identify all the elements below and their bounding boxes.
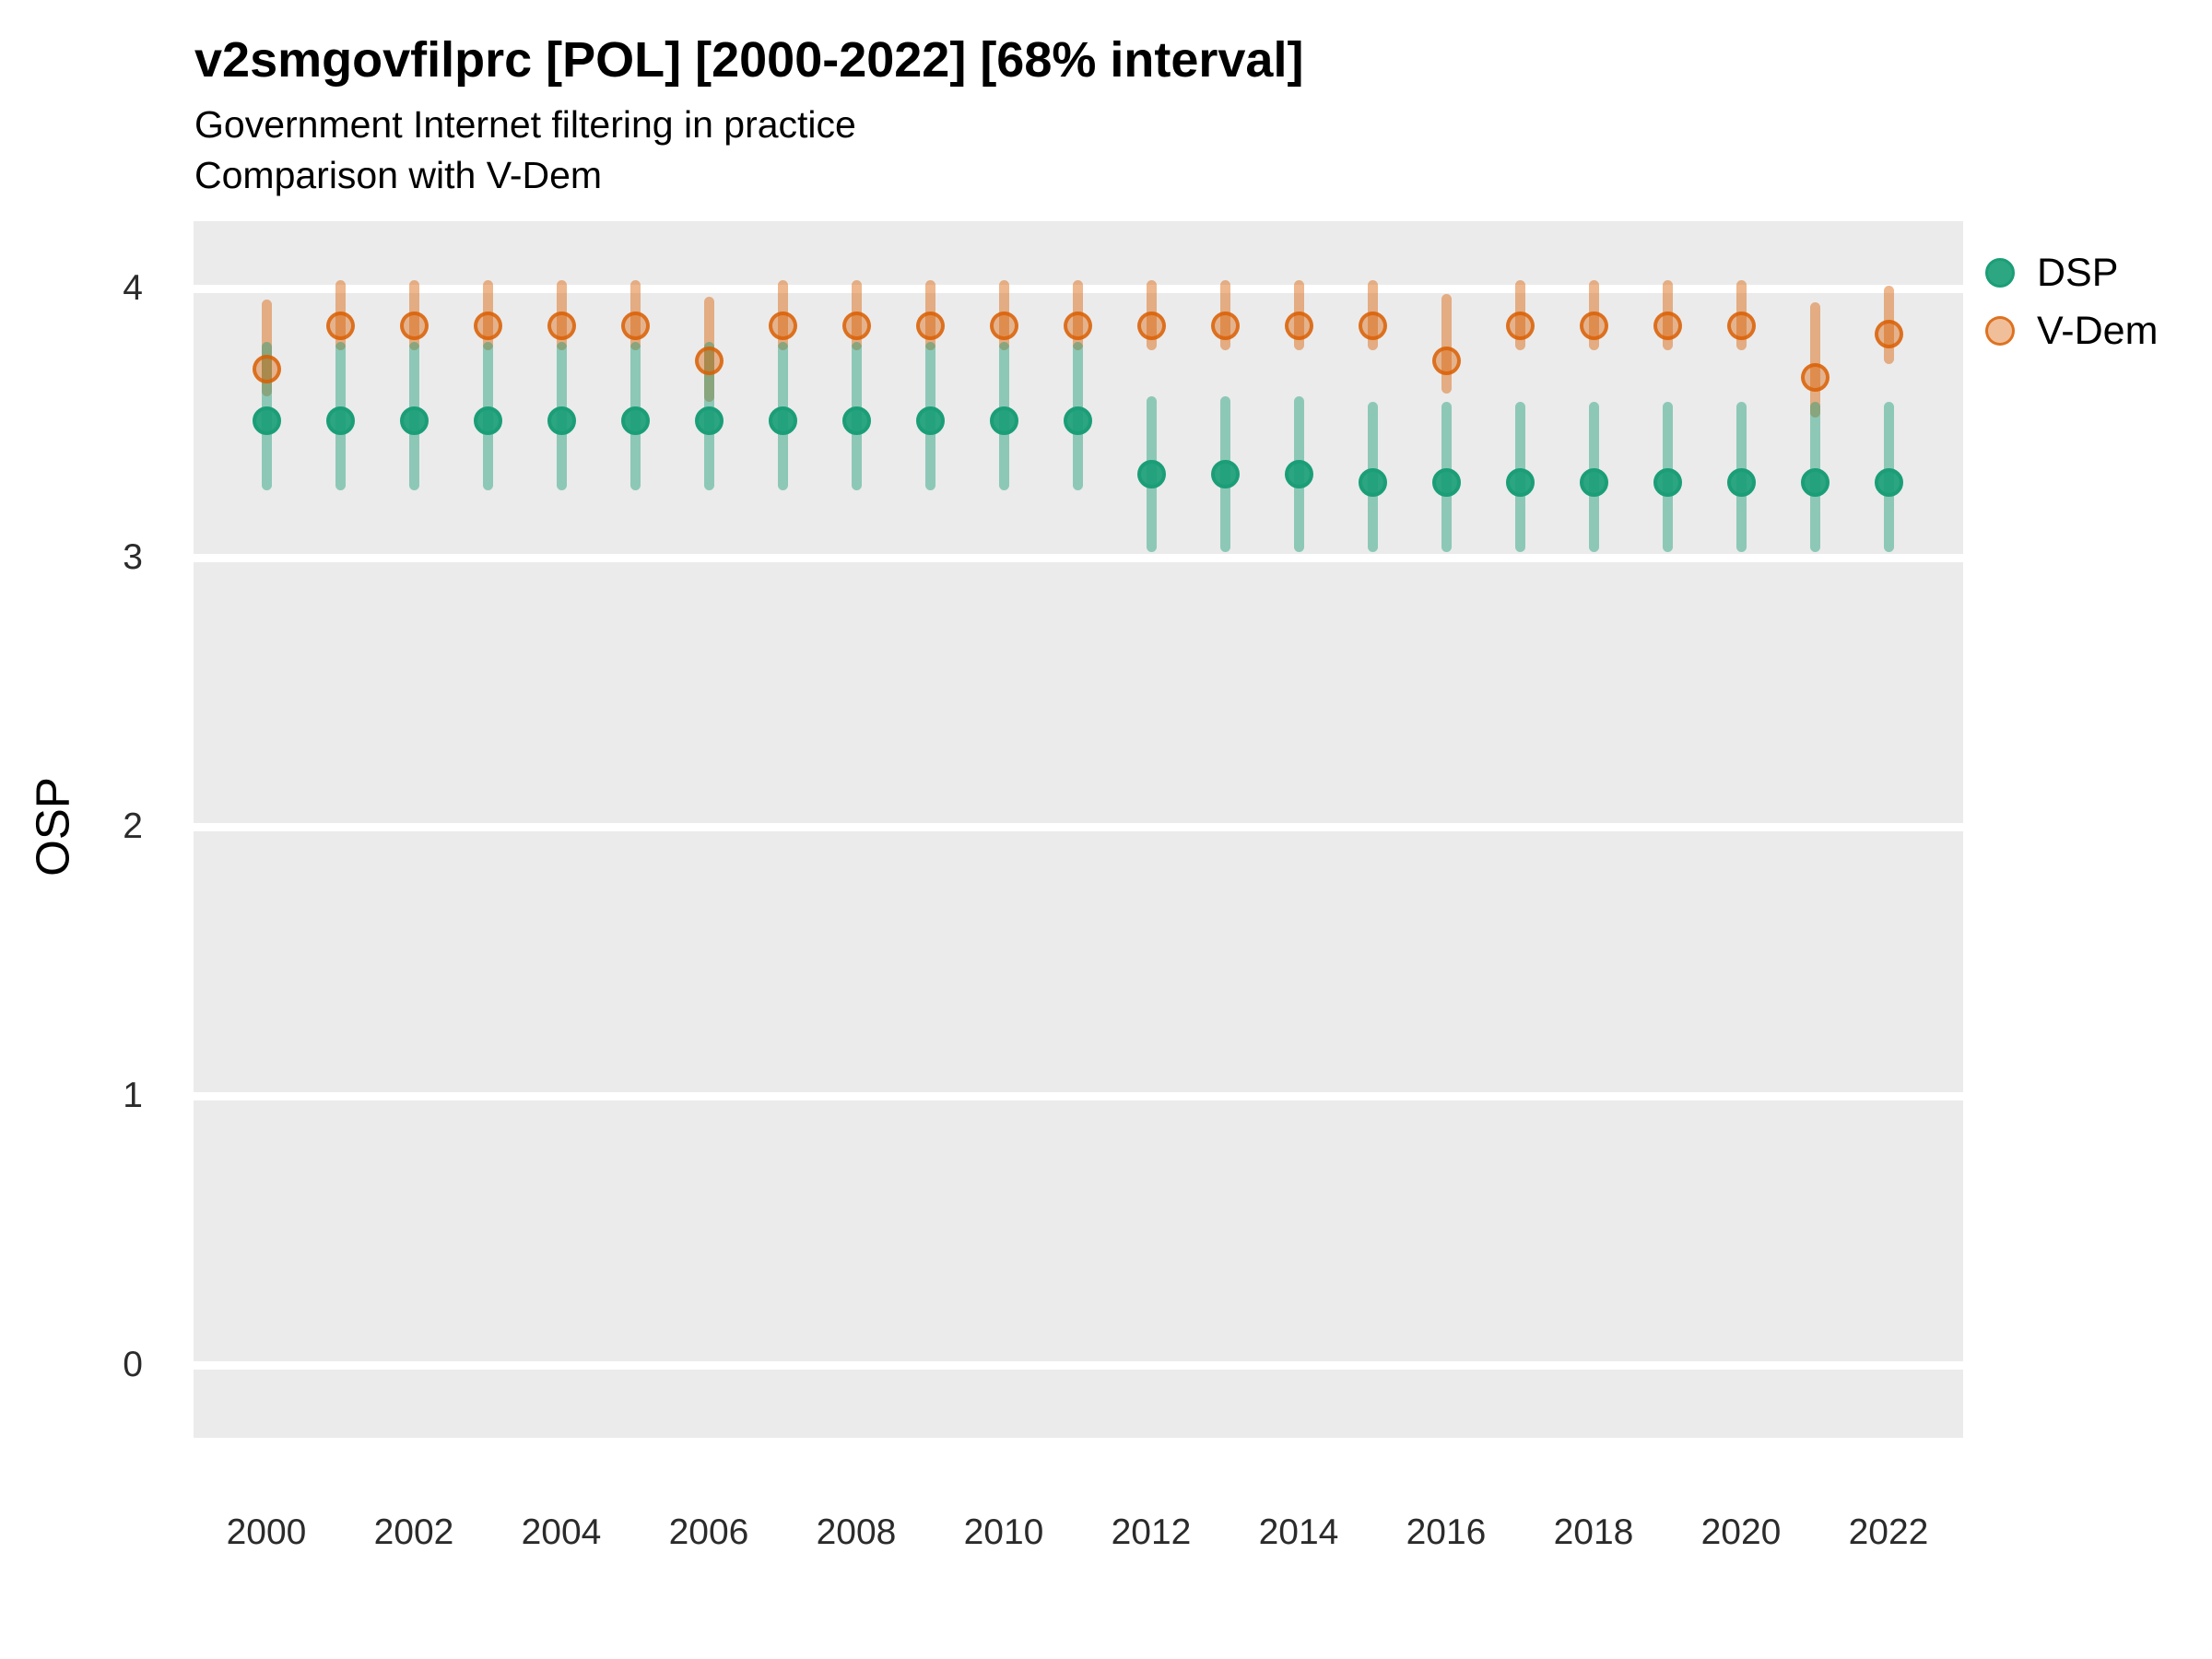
legend: DSP V-Dem	[1985, 249, 2158, 365]
y-tick-3: 3	[123, 537, 143, 577]
vdem-point-2022	[1874, 320, 1903, 349]
vdem-point-2005	[620, 312, 650, 341]
dsp-point-2011	[1063, 406, 1092, 435]
chart-title: v2smgovfilprc [POL] [2000-2022] [68% int…	[194, 32, 1304, 88]
vdem-point-2021	[1800, 362, 1830, 392]
gridline-3	[194, 553, 1963, 562]
dsp-point-2015	[1358, 467, 1387, 497]
dsp-point-2000	[252, 406, 281, 435]
vdem-point-2006	[694, 347, 724, 376]
x-tick-2004: 2004	[521, 1512, 602, 1552]
vdem-point-2014	[1284, 312, 1313, 341]
vdem-point-2007	[768, 312, 797, 341]
vdem-errorbar-2021	[1809, 301, 1820, 418]
vdem-point-2017	[1505, 312, 1535, 341]
vdem-point-2015	[1358, 312, 1387, 341]
dsp-point-2012	[1136, 459, 1166, 488]
dsp-point-2001	[325, 406, 355, 435]
vdem-legend-marker-icon	[1985, 316, 2015, 346]
dsp-point-2022	[1874, 467, 1903, 497]
gridline-0	[194, 1360, 1963, 1370]
dsp-point-2007	[768, 406, 797, 435]
gridline-layer	[194, 221, 1963, 1438]
dsp-point-2018	[1579, 467, 1608, 497]
dsp-point-2017	[1505, 467, 1535, 497]
plot-panel	[194, 221, 1963, 1438]
y-tick-1: 1	[123, 1076, 143, 1115]
dsp-point-2010	[989, 406, 1018, 435]
vdem-point-2013	[1210, 312, 1240, 341]
legend-label-dsp: DSP	[2037, 251, 2119, 295]
dsp-point-2014	[1284, 459, 1313, 488]
dsp-point-2003	[473, 406, 502, 435]
legend-item-dsp: DSP	[1985, 249, 2158, 297]
vdem-errorbar-2000	[261, 299, 272, 396]
dsp-point-2013	[1210, 459, 1240, 488]
x-tick-2002: 2002	[373, 1512, 454, 1552]
vdem-point-2011	[1063, 312, 1092, 341]
vdem-point-2002	[399, 312, 429, 341]
x-tick-2022: 2022	[1848, 1512, 1929, 1552]
dsp-point-2019	[1653, 467, 1682, 497]
vdem-point-2020	[1726, 312, 1756, 341]
dsp-point-2008	[841, 406, 871, 435]
x-tick-2016: 2016	[1406, 1512, 1487, 1552]
x-tick-2018: 2018	[1553, 1512, 1634, 1552]
dsp-point-layer	[194, 221, 1963, 1438]
dsp-point-2020	[1726, 467, 1756, 497]
vdem-point-2019	[1653, 312, 1682, 341]
x-tick-2014: 2014	[1258, 1512, 1339, 1552]
vdem-errorbar-2016	[1441, 293, 1452, 394]
dsp-point-2006	[694, 406, 724, 435]
legend-item-vdem: V-Dem	[1985, 307, 2158, 355]
gridline-1	[194, 1091, 1963, 1100]
gridline-4	[194, 284, 1963, 293]
x-tick-2008: 2008	[816, 1512, 897, 1552]
x-tick-2012: 2012	[1111, 1512, 1192, 1552]
gridline-2	[194, 822, 1963, 831]
vdem-point-2010	[989, 312, 1018, 341]
x-tick-2010: 2010	[963, 1512, 1044, 1552]
vdem-point-2003	[473, 312, 502, 341]
vdem-point-2018	[1579, 312, 1608, 341]
vdem-point-layer	[194, 221, 1963, 1438]
x-tick-2020: 2020	[1700, 1512, 1782, 1552]
y-tick-2: 2	[123, 806, 143, 846]
dsp-point-2005	[620, 406, 650, 435]
x-tick-2006: 2006	[668, 1512, 749, 1552]
chart-subtitle-2: Comparison with V-Dem	[194, 154, 603, 196]
dsp-point-2002	[399, 406, 429, 435]
chart-subtitle: Government Internet filtering in practic…	[194, 103, 856, 146]
vdem-point-2016	[1431, 347, 1461, 376]
y-tick-4: 4	[123, 268, 143, 308]
vdem-point-2004	[547, 312, 576, 341]
dsp-point-2009	[915, 406, 945, 435]
vdem-point-2012	[1136, 312, 1166, 341]
vdem-point-2001	[325, 312, 355, 341]
legend-label-vdem: V-Dem	[2037, 309, 2159, 353]
dsp-point-2004	[547, 406, 576, 435]
dsp-point-2016	[1431, 467, 1461, 497]
vdem-point-2000	[252, 355, 281, 384]
dsp-legend-marker-icon	[1985, 258, 2015, 288]
dsp-point-2021	[1800, 467, 1830, 497]
vdem-point-2009	[915, 312, 945, 341]
vdem-point-2008	[841, 312, 871, 341]
y-tick-0: 0	[123, 1345, 143, 1384]
x-tick-2000: 2000	[226, 1512, 307, 1552]
